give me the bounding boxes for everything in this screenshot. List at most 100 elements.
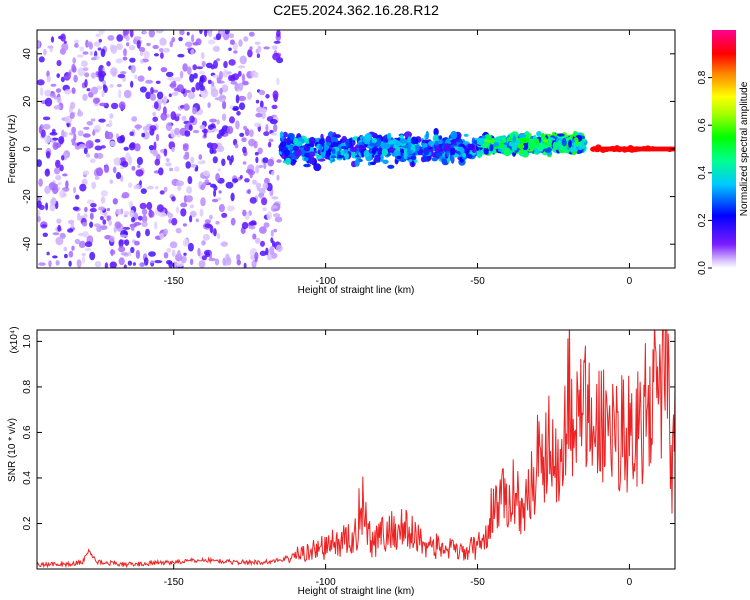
heatmap-cell	[175, 206, 180, 214]
heatmap-cell	[222, 100, 227, 110]
colorbar-ticks: 0.0 0.2 0.4 0.6 0.8	[697, 70, 712, 275]
heatmap-cell	[43, 49, 47, 56]
heatmap-cell	[120, 71, 127, 75]
heatmap-cell	[568, 139, 572, 148]
heatmap-cell	[221, 212, 228, 218]
heatmap-cell	[254, 237, 261, 244]
heatmap-cell	[106, 61, 111, 67]
heatmap-cell	[190, 48, 195, 55]
heatmap-cell	[114, 221, 122, 229]
snr-y-label: SNR (10 * v/v)	[7, 418, 18, 482]
heatmap-cell	[235, 94, 240, 104]
heatmap-cell	[467, 143, 475, 151]
heatmap-cell	[123, 48, 127, 57]
heatmap-cell	[154, 260, 163, 264]
heatmap-cell	[188, 124, 193, 131]
heatmap-cell	[155, 186, 159, 190]
heatmap-cell	[167, 76, 175, 81]
spectrogram-x-label: Height of straight line (km)	[298, 285, 415, 296]
heatmap-cell	[133, 221, 142, 226]
heatmap-cell	[72, 206, 79, 211]
heatmap-cell	[41, 224, 47, 228]
heatmap-cell	[382, 159, 389, 164]
heatmap-cell	[303, 163, 311, 168]
colorbar-gradient	[712, 30, 736, 268]
heatmap-cell	[258, 164, 264, 169]
heatmap-cell	[272, 45, 278, 50]
heatmap-cell	[106, 131, 114, 140]
heatmap-cell	[519, 137, 527, 144]
heatmap-cell	[272, 90, 279, 100]
heatmap-cell	[190, 164, 197, 168]
heatmap-cell	[433, 128, 439, 136]
heatmap-cell	[165, 122, 173, 131]
heatmap-cell	[159, 37, 167, 46]
heatmap-cell	[110, 102, 119, 110]
heatmap-cell	[128, 156, 133, 165]
heatmap-cell	[90, 86, 99, 95]
heatmap-cell	[443, 143, 451, 152]
heatmap-cell	[61, 155, 65, 161]
heatmap-cell	[110, 67, 118, 76]
heatmap-cell	[223, 61, 228, 69]
heatmap-cell	[245, 168, 253, 174]
heatmap-cell	[96, 225, 102, 233]
heatmap-cell	[37, 210, 41, 217]
heatmap-cell	[137, 75, 145, 82]
heatmap-cell	[332, 148, 336, 155]
heatmap-cell	[82, 133, 91, 138]
heatmap-cell	[107, 35, 115, 41]
heatmap-cell	[61, 42, 69, 52]
heatmap-cell	[180, 202, 188, 208]
heatmap-cell	[407, 142, 411, 150]
heatmap-cell	[248, 225, 256, 230]
heatmap-cell	[254, 151, 259, 156]
heatmap-cell	[142, 126, 150, 131]
heatmap-cell	[56, 96, 62, 104]
heatmap-cell	[90, 72, 96, 79]
heatmap-cell	[99, 102, 107, 107]
heatmap-cell	[499, 140, 504, 150]
heatmap-cell	[202, 181, 206, 189]
heatmap-cell	[266, 211, 273, 220]
heatmap-cell	[167, 212, 174, 219]
heatmap-cell	[58, 136, 65, 145]
heatmap-cell	[512, 135, 517, 144]
heatmap-cell	[241, 221, 249, 230]
heatmap-cell	[272, 213, 281, 218]
heatmap-cell	[519, 148, 524, 155]
heatmap-cell	[48, 260, 52, 268]
heatmap-cell	[197, 247, 201, 257]
heatmap-cell	[124, 239, 130, 246]
heatmap-cell	[177, 53, 185, 58]
heatmap-cell	[236, 110, 241, 116]
heatmap-cell	[118, 101, 126, 110]
heatmap-cell	[171, 249, 176, 257]
heatmap-cell	[63, 246, 68, 252]
heatmap-cell	[239, 132, 245, 137]
heatmap-cell	[122, 226, 131, 230]
heatmap-cell	[181, 115, 187, 121]
heatmap-cell	[69, 101, 76, 110]
heatmap-cell	[200, 197, 206, 207]
heatmap-cell	[131, 165, 136, 171]
heatmap-cell	[142, 30, 148, 35]
y-tick-label: 0	[22, 146, 33, 152]
heatmap-cell	[152, 89, 159, 93]
heatmap-cell	[68, 71, 72, 78]
heatmap-cell	[46, 251, 50, 256]
heatmap-cell	[180, 208, 187, 217]
heatmap-cell	[154, 221, 158, 230]
heatmap-cell	[75, 194, 80, 200]
heatmap-cell	[44, 168, 50, 177]
heatmap-cell	[109, 113, 114, 119]
heatmap-cell	[465, 153, 473, 159]
heatmap-cell	[150, 93, 156, 101]
heatmap-cell	[154, 158, 161, 166]
spectrogram-panel: -150 -100 -50 0 -40 -20 0 20 40 Height of strai…	[7, 29, 676, 296]
heatmap-cell	[89, 212, 94, 220]
heatmap-cell	[492, 142, 500, 147]
heatmap-cell	[195, 218, 199, 223]
heatmap-cell	[42, 116, 51, 121]
heatmap-cell	[82, 231, 89, 238]
